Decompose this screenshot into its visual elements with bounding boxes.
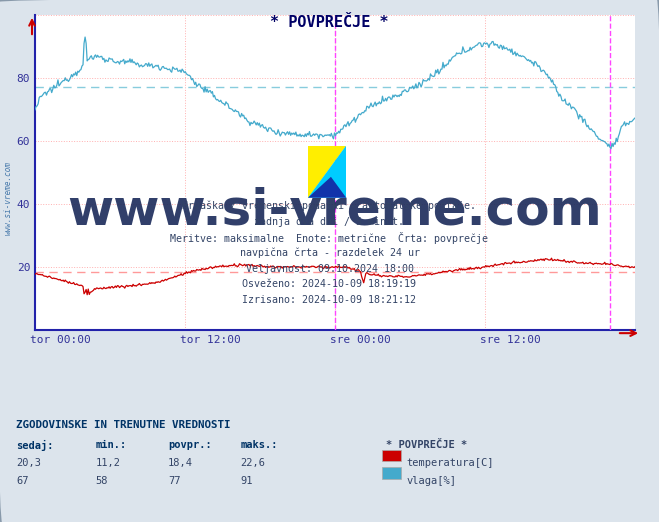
Text: temperatura[C]: temperatura[C] [407,458,494,468]
Text: Izrisano: 2024-10-09 18:21:12: Izrisano: 2024-10-09 18:21:12 [243,295,416,305]
Text: Veljavnost: 09.10.2024 18:00: Veljavnost: 09.10.2024 18:00 [246,264,413,274]
Text: www.si-vreme.com: www.si-vreme.com [3,161,13,235]
Text: www.si-vreme.com: www.si-vreme.com [68,186,602,234]
Text: 77: 77 [168,476,181,485]
Text: ZGODOVINSKE IN TRENUTNE VREDNOSTI: ZGODOVINSKE IN TRENUTNE VREDNOSTI [16,420,231,430]
Text: 18,4: 18,4 [168,458,193,468]
Text: sedaj:: sedaj: [16,440,54,451]
Text: 67: 67 [16,476,29,485]
Polygon shape [308,177,346,198]
Text: Osveženo: 2024-10-09 18:19:19: Osveženo: 2024-10-09 18:19:19 [243,279,416,289]
Polygon shape [308,146,346,198]
Text: 58: 58 [96,476,108,485]
Text: min.:: min.: [96,440,127,450]
Text: 91: 91 [241,476,253,485]
Text: * POVPREČJE *: * POVPREČJE * [270,15,389,30]
Text: navpična črta - razdelek 24 ur: navpična črta - razdelek 24 ur [239,248,420,258]
Text: zadnja dva dni / 5 minut.: zadnja dva dni / 5 minut. [254,217,405,227]
Text: * POVPREČJE *: * POVPREČJE * [386,440,467,450]
Text: vlaga[%]: vlaga[%] [407,476,457,485]
Text: 22,6: 22,6 [241,458,266,468]
Text: 11,2: 11,2 [96,458,121,468]
Text: 20,3: 20,3 [16,458,42,468]
Text: maks.:: maks.: [241,440,278,450]
Polygon shape [308,146,346,198]
Text: Hrvaška / vremenski podatki - avtomatske postaje.: Hrvaška / vremenski podatki - avtomatske… [183,201,476,211]
Text: povpr.:: povpr.: [168,440,212,450]
Text: Meritve: maksimalne  Enote: metrične  Črta: povprečje: Meritve: maksimalne Enote: metrične Črta… [171,232,488,244]
